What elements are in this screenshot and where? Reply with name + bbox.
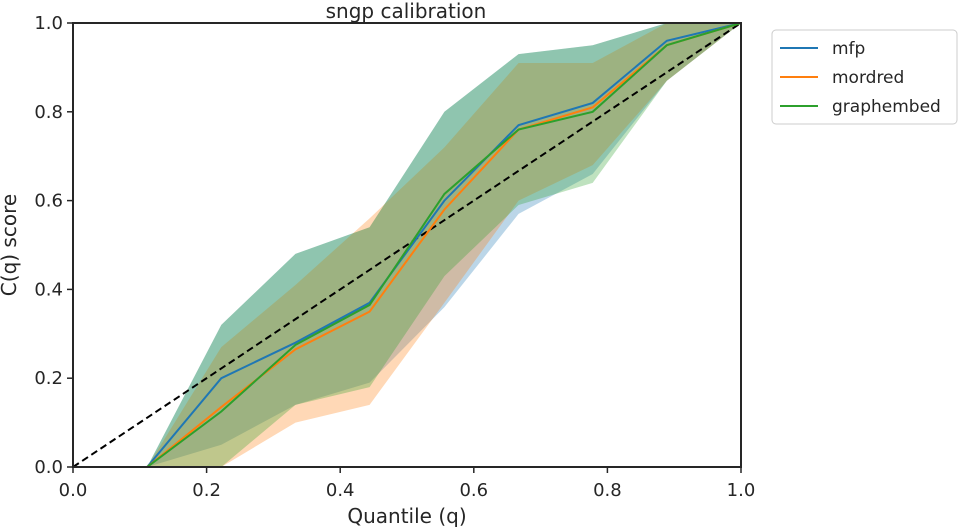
series-lines [73,22,742,468]
legend-label-mordred: mordred [832,68,904,88]
y-tick-label: 0.6 [34,191,63,212]
plot-frame [72,22,742,468]
reference-diagonal-line [72,22,742,468]
y-axis-label: C(q) score [0,194,21,296]
legend: mfp mordred graphembed [771,29,958,125]
x-tick-label: 0.0 [59,480,88,501]
x-tick-label: 1.0 [727,480,756,501]
y-tick-label: 1.0 [34,13,63,34]
x-tick-label: 0.2 [192,480,221,501]
y-tick-label: 0.2 [34,368,63,389]
x-tick-label: 0.4 [326,480,355,501]
line-graphembed [73,22,742,468]
x-tick-label: 0.6 [459,480,488,501]
legend-label-mfp: mfp [832,39,865,59]
y-tick-label: 0.8 [34,102,63,123]
chart-title: sngp calibration [326,0,487,23]
x-axis-ticks: 0.0 0.2 0.4 0.6 0.8 1.0 [59,467,756,501]
x-axis-label: Quantile (q) [347,504,466,527]
line-mordred [73,22,742,468]
y-axis-ticks: 0.0 0.2 0.4 0.6 0.8 1.0 [34,13,73,478]
legend-label-graphembed: graphembed [832,97,941,117]
y-tick-label: 0.0 [34,457,63,478]
legend-box [771,29,958,125]
x-tick-label: 0.8 [593,480,622,501]
line-mfp [73,22,742,468]
y-tick-label: 0.4 [34,279,63,300]
